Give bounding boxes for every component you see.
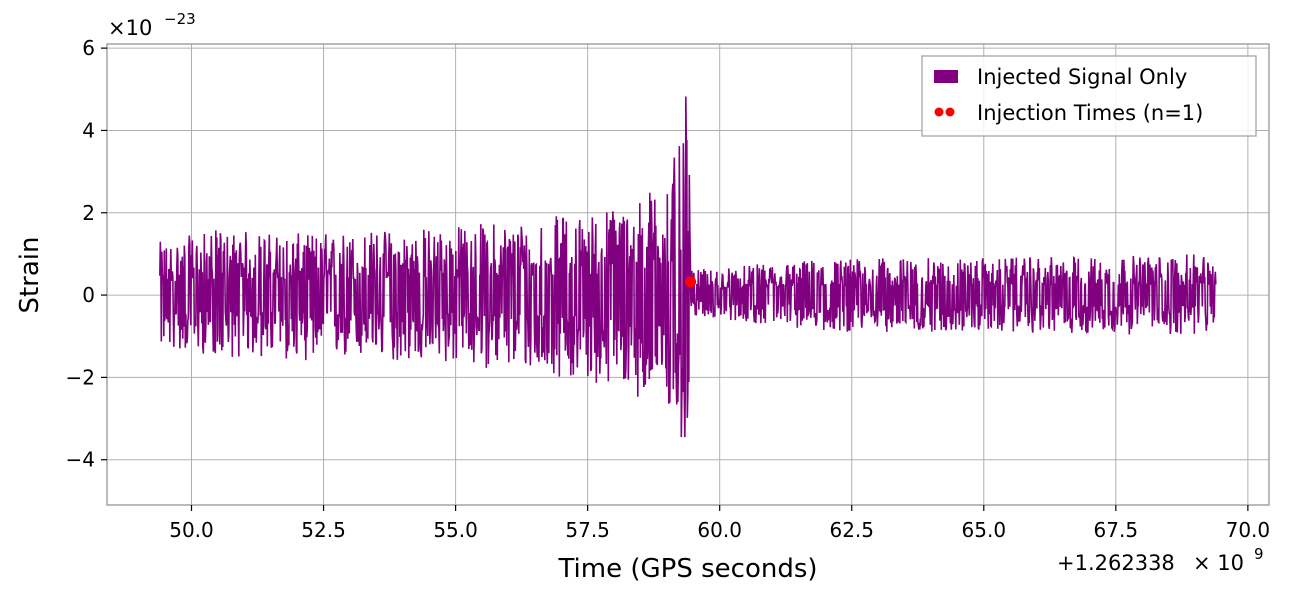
x-ticks: 50.0 52.5 55.0 57.5 60.0 62.5 65.0 67.5 70.0 xyxy=(169,505,1270,542)
y-scale-base: ×10 xyxy=(108,16,152,40)
x-tick-label: 55.0 xyxy=(433,518,478,542)
x-tick-label: 57.5 xyxy=(565,518,610,542)
y-ticks: −4 −2 0 2 4 6 xyxy=(66,36,107,472)
x-tick-label: 65.0 xyxy=(962,518,1007,542)
y-tick-label: 0 xyxy=(82,283,95,307)
legend-marker-injection xyxy=(945,107,955,117)
x-tick-label: 52.5 xyxy=(301,518,346,542)
x-tick-label: 50.0 xyxy=(169,518,214,542)
x-offset-exponent: 9 xyxy=(1254,545,1264,563)
x-offset: +1.262338 × 10 9 xyxy=(1057,545,1264,575)
legend-swatch-signal xyxy=(934,70,958,83)
injection-points xyxy=(685,276,697,288)
legend-box xyxy=(921,55,1257,137)
injected-signal-line xyxy=(159,96,1217,438)
legend-marker-injection xyxy=(934,107,944,117)
y-tick-label: −4 xyxy=(66,448,95,472)
x-tick-label: 67.5 xyxy=(1094,518,1139,542)
x-tick-label: 62.5 xyxy=(829,518,874,542)
y-scale-multiplier: ×10 −23 xyxy=(108,10,196,40)
y-tick-label: 4 xyxy=(82,118,95,142)
x-tick-label: 60.0 xyxy=(697,518,742,542)
legend-label-injection: Injection Times (n=1) xyxy=(977,101,1203,125)
y-tick-label: −2 xyxy=(66,365,95,389)
y-scale-exponent: −23 xyxy=(164,10,196,28)
y-tick-label: 6 xyxy=(82,36,95,60)
y-tick-label: 2 xyxy=(82,201,95,225)
plot-frame xyxy=(106,43,1270,506)
x-offset-value: +1.262338 xyxy=(1057,551,1175,575)
x-axis-label: Time (GPS seconds) xyxy=(557,554,817,584)
x-offset-exp-base: × 10 xyxy=(1193,551,1244,575)
legend: Injected Signal Only Injection Times (n=… xyxy=(921,55,1257,137)
x-tick-label: 70.0 xyxy=(1226,518,1271,542)
injection-point xyxy=(685,276,697,288)
plot-area xyxy=(159,96,1217,438)
y-axis-label: Strain xyxy=(15,236,45,313)
legend-label-signal: Injected Signal Only xyxy=(977,65,1187,89)
